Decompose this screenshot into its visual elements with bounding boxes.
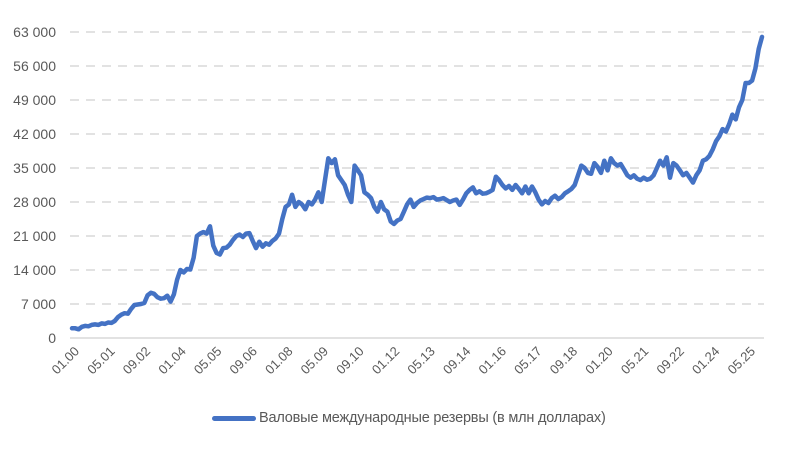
y-tick-label: 7 000 bbox=[21, 296, 56, 312]
y-tick-label: 0 bbox=[48, 330, 56, 346]
x-tick-label: 05.17 bbox=[511, 344, 545, 378]
x-tick-label: 09.02 bbox=[120, 344, 154, 378]
reserves-line bbox=[69, 34, 765, 332]
x-tick-label: 01.24 bbox=[689, 344, 723, 378]
x-tick-label: 09.10 bbox=[333, 344, 367, 378]
x-tick-label: 01.12 bbox=[369, 344, 403, 378]
x-tick-label: 05.01 bbox=[84, 344, 118, 378]
x-tick-label: 09.18 bbox=[547, 344, 581, 378]
x-tick-label: 01.04 bbox=[155, 344, 189, 378]
x-tick-label: 09.14 bbox=[440, 344, 474, 378]
x-tick-label: 05.21 bbox=[618, 344, 652, 378]
y-axis-labels: 0 7 000 14 000 21 000 28 000 35 000 42 000 49 0… bbox=[13, 24, 56, 346]
y-tick-label: 21 000 bbox=[13, 228, 56, 244]
gridlines bbox=[70, 31, 764, 339]
x-tick-label: 01.08 bbox=[262, 344, 296, 378]
y-tick-label: 14 000 bbox=[13, 262, 56, 278]
x-tick-label: 05.05 bbox=[191, 344, 225, 378]
x-tick-label: 05.25 bbox=[725, 344, 759, 378]
y-tick-label: 49 000 bbox=[13, 92, 56, 108]
legend-line-icon bbox=[212, 415, 256, 421]
x-tick-label: 05.09 bbox=[298, 344, 332, 378]
legend: Валовые международные резервы (в млн дол… bbox=[212, 410, 606, 426]
x-tick-label: 01.20 bbox=[582, 344, 616, 378]
x-tick-label: 09.22 bbox=[653, 344, 687, 378]
x-axis-labels: 01.00 05.01 09.02 01.04 05.05 09.06 01.08 05.09… bbox=[49, 344, 759, 378]
y-tick-label: 63 000 bbox=[13, 24, 56, 40]
x-tick-label: 05.13 bbox=[404, 344, 438, 378]
y-tick-label: 56 000 bbox=[13, 58, 56, 74]
y-tick-label: 42 000 bbox=[13, 126, 56, 142]
x-tick-label: 01.00 bbox=[49, 344, 83, 378]
y-tick-label: 28 000 bbox=[13, 194, 56, 210]
legend-label: Валовые международные резервы (в млн дол… bbox=[259, 410, 606, 426]
y-tick-label: 35 000 bbox=[13, 160, 56, 176]
x-tick-label: 01.16 bbox=[475, 344, 509, 378]
x-tick-label: 09.06 bbox=[226, 344, 260, 378]
